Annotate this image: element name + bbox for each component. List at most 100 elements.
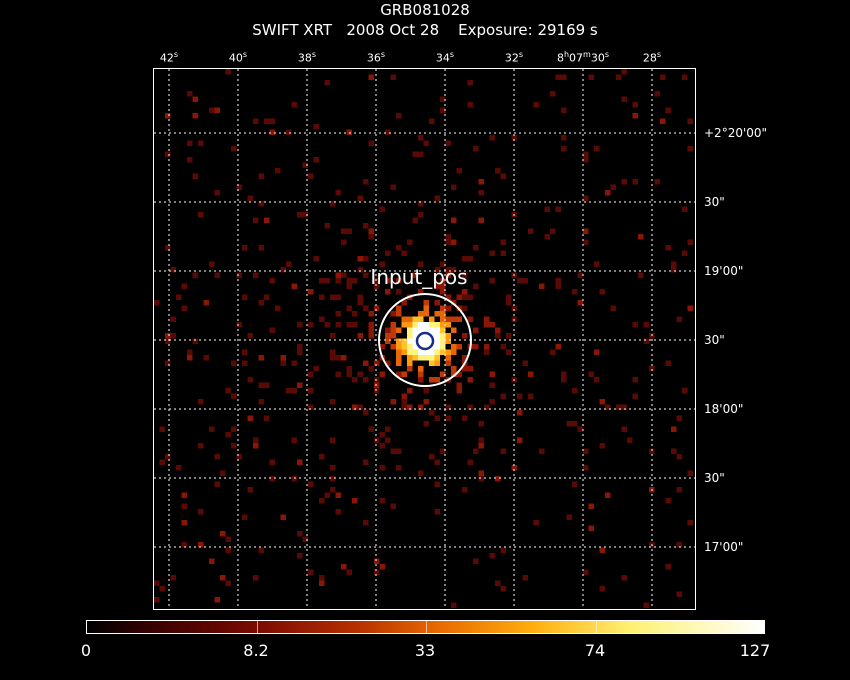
photon-pixel bbox=[401, 371, 407, 377]
photon-pixel bbox=[484, 404, 490, 410]
photon-pixel bbox=[225, 388, 231, 394]
photon-pixel bbox=[489, 371, 495, 377]
photon-pixel bbox=[330, 465, 336, 471]
photon-pixel bbox=[643, 602, 649, 608]
photon-pixel bbox=[374, 360, 380, 366]
photon-pixel bbox=[374, 377, 380, 383]
photon-pixel bbox=[407, 366, 413, 372]
photon-pixel bbox=[456, 388, 462, 394]
photon-pixel bbox=[258, 355, 264, 361]
ra-label: 32s bbox=[504, 50, 524, 65]
photon-pixel bbox=[566, 421, 572, 427]
photon-pixel bbox=[621, 575, 627, 581]
photon-pixel bbox=[561, 371, 567, 377]
photon-pixel bbox=[291, 102, 297, 108]
photon-pixel bbox=[506, 294, 512, 300]
photon-pixel bbox=[588, 503, 594, 509]
photon-pixel bbox=[423, 388, 429, 394]
photon-pixel bbox=[522, 278, 528, 284]
photon-pixel bbox=[484, 316, 490, 322]
photon-pixel bbox=[269, 129, 275, 135]
photon-pixel bbox=[231, 360, 237, 366]
photon-pixel bbox=[357, 267, 363, 273]
photon-pixel bbox=[346, 569, 352, 575]
photon-pixel bbox=[676, 542, 682, 548]
photon-pixel bbox=[451, 316, 457, 322]
photon-pixel bbox=[473, 146, 479, 152]
photon-pixel bbox=[511, 305, 517, 311]
photon-pixel bbox=[341, 272, 347, 278]
photon-pixel bbox=[357, 404, 363, 410]
photon-pixel bbox=[638, 272, 644, 278]
photon-pixel bbox=[363, 360, 369, 366]
photon-pixel bbox=[225, 580, 231, 586]
photon-pixel bbox=[467, 80, 473, 86]
photon-pixel bbox=[308, 322, 314, 328]
photon-pixel bbox=[412, 327, 418, 333]
photon-pixel bbox=[390, 311, 396, 317]
photon-pixel bbox=[418, 289, 424, 295]
photon-pixel bbox=[451, 239, 457, 245]
photon-pixel bbox=[390, 448, 396, 454]
photon-pixel bbox=[330, 333, 336, 339]
photon-pixel bbox=[242, 514, 248, 520]
photon-pixel bbox=[423, 140, 429, 146]
photon-pixel bbox=[396, 448, 402, 454]
photon-pixel bbox=[665, 107, 671, 113]
photon-pixel bbox=[352, 498, 358, 504]
photon-pixel bbox=[209, 426, 215, 432]
photon-pixel bbox=[665, 360, 671, 366]
photon-pixel bbox=[676, 487, 682, 493]
photon-pixel bbox=[374, 569, 380, 575]
photon-pixel bbox=[599, 443, 605, 449]
photon-pixel bbox=[346, 305, 352, 311]
photon-pixel bbox=[500, 344, 506, 350]
photon-pixel bbox=[242, 245, 248, 251]
photon-pixel bbox=[324, 278, 330, 284]
photon-pixel bbox=[319, 454, 325, 460]
photon-pixel bbox=[280, 267, 286, 273]
photon-pixel bbox=[429, 327, 435, 333]
photon-pixel bbox=[225, 432, 231, 438]
photon-pixel bbox=[352, 377, 358, 383]
photon-pixel bbox=[379, 465, 385, 471]
photon-pixel bbox=[456, 344, 462, 350]
photon-pixel bbox=[346, 228, 352, 234]
photon-pixel bbox=[264, 118, 270, 124]
photon-pixel bbox=[302, 212, 308, 218]
photon-pixel bbox=[352, 311, 358, 317]
photon-pixel bbox=[676, 591, 682, 597]
photon-pixel bbox=[302, 162, 308, 168]
photon-pixel bbox=[434, 338, 440, 344]
photon-pixel bbox=[330, 349, 336, 355]
photon-pixel bbox=[473, 245, 479, 251]
photon-pixel bbox=[165, 245, 171, 251]
photon-pixel bbox=[423, 421, 429, 427]
photon-pixel bbox=[423, 305, 429, 311]
photon-pixel bbox=[671, 267, 677, 273]
photon-pixel bbox=[506, 300, 512, 306]
photon-pixel bbox=[247, 195, 253, 201]
photon-pixel bbox=[440, 261, 446, 267]
photon-pixel bbox=[396, 344, 402, 350]
photon-pixel bbox=[368, 333, 374, 339]
photon-pixel bbox=[165, 454, 171, 460]
photon-pixel bbox=[330, 476, 336, 482]
photon-pixel bbox=[418, 261, 424, 267]
photon-pixel bbox=[236, 454, 242, 460]
image-title: GRB081028 bbox=[380, 1, 470, 19]
photon-pixel bbox=[467, 459, 473, 465]
photon-pixel bbox=[176, 465, 182, 471]
dec-label: 17'00" bbox=[704, 540, 744, 554]
colorbar-label: 74 bbox=[584, 641, 606, 660]
photon-pixel bbox=[440, 338, 446, 344]
photon-pixel bbox=[346, 278, 352, 284]
dec-label: +2°20'00" bbox=[704, 126, 768, 140]
photon-pixel bbox=[275, 305, 281, 311]
photon-pixel bbox=[445, 140, 451, 146]
photon-pixel bbox=[220, 470, 226, 476]
photon-pixel bbox=[379, 206, 385, 212]
photon-pixel bbox=[335, 322, 341, 328]
photon-pixel bbox=[561, 107, 567, 113]
photon-pixel bbox=[456, 168, 462, 174]
